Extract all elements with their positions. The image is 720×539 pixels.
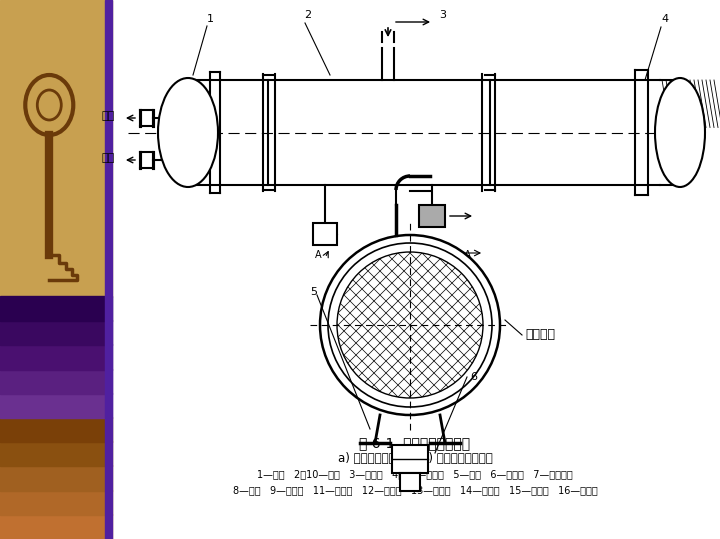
Text: A—A: A—A — [449, 250, 472, 260]
Bar — [0, 514, 112, 539]
Text: 图 6-1  壳管式冷凝器结构: 图 6-1 壳管式冷凝器结构 — [359, 436, 471, 450]
Ellipse shape — [158, 78, 218, 187]
Bar — [0, 320, 112, 345]
Text: 6: 6 — [470, 372, 477, 382]
Text: 水出: 水出 — [102, 111, 114, 121]
Text: 1: 1 — [207, 14, 214, 24]
Text: A: A — [315, 250, 321, 260]
Bar — [0, 296, 112, 321]
Bar — [0, 465, 112, 490]
Bar — [400, 473, 420, 491]
Text: 8—水槽   9—安全阀   11—平衡管   12—混合管   13—放油阀   14—端阀阀   15—压力表   16—进气阀: 8—水槽 9—安全阀 11—平衡管 12—混合管 13—放油阀 14—端阀阀 1… — [233, 485, 598, 495]
Text: 2: 2 — [305, 10, 312, 20]
Bar — [105, 0, 112, 539]
Text: 4: 4 — [662, 14, 669, 24]
Circle shape — [337, 252, 483, 398]
Bar — [419, 205, 445, 227]
Bar — [0, 0, 112, 297]
Text: 排管方式: 排管方式 — [525, 328, 555, 342]
Bar — [313, 223, 337, 245]
Bar — [0, 369, 112, 394]
Text: a) 卧式壳管式冷凝器   b) 立式壳管式冷凝器: a) 卧式壳管式冷凝器 b) 立式壳管式冷凝器 — [338, 452, 492, 465]
Bar — [0, 393, 112, 418]
Bar — [0, 441, 112, 466]
Bar — [0, 417, 112, 442]
Bar — [0, 489, 112, 515]
Text: 水进: 水进 — [102, 153, 114, 163]
Circle shape — [320, 235, 500, 415]
Bar — [0, 344, 112, 370]
Circle shape — [328, 243, 492, 407]
Text: 1—端盖   2、10—壳体   3—进气管   4、17—传热管   5—支架   6—出液管   7—放空气管: 1—端盖 2、10—壳体 3—进气管 4、17—传热管 5—支架 6—出液管 7… — [257, 469, 573, 479]
Ellipse shape — [655, 78, 705, 187]
Bar — [392, 445, 428, 473]
Text: 5: 5 — [310, 287, 317, 297]
Text: 3: 3 — [439, 10, 446, 20]
